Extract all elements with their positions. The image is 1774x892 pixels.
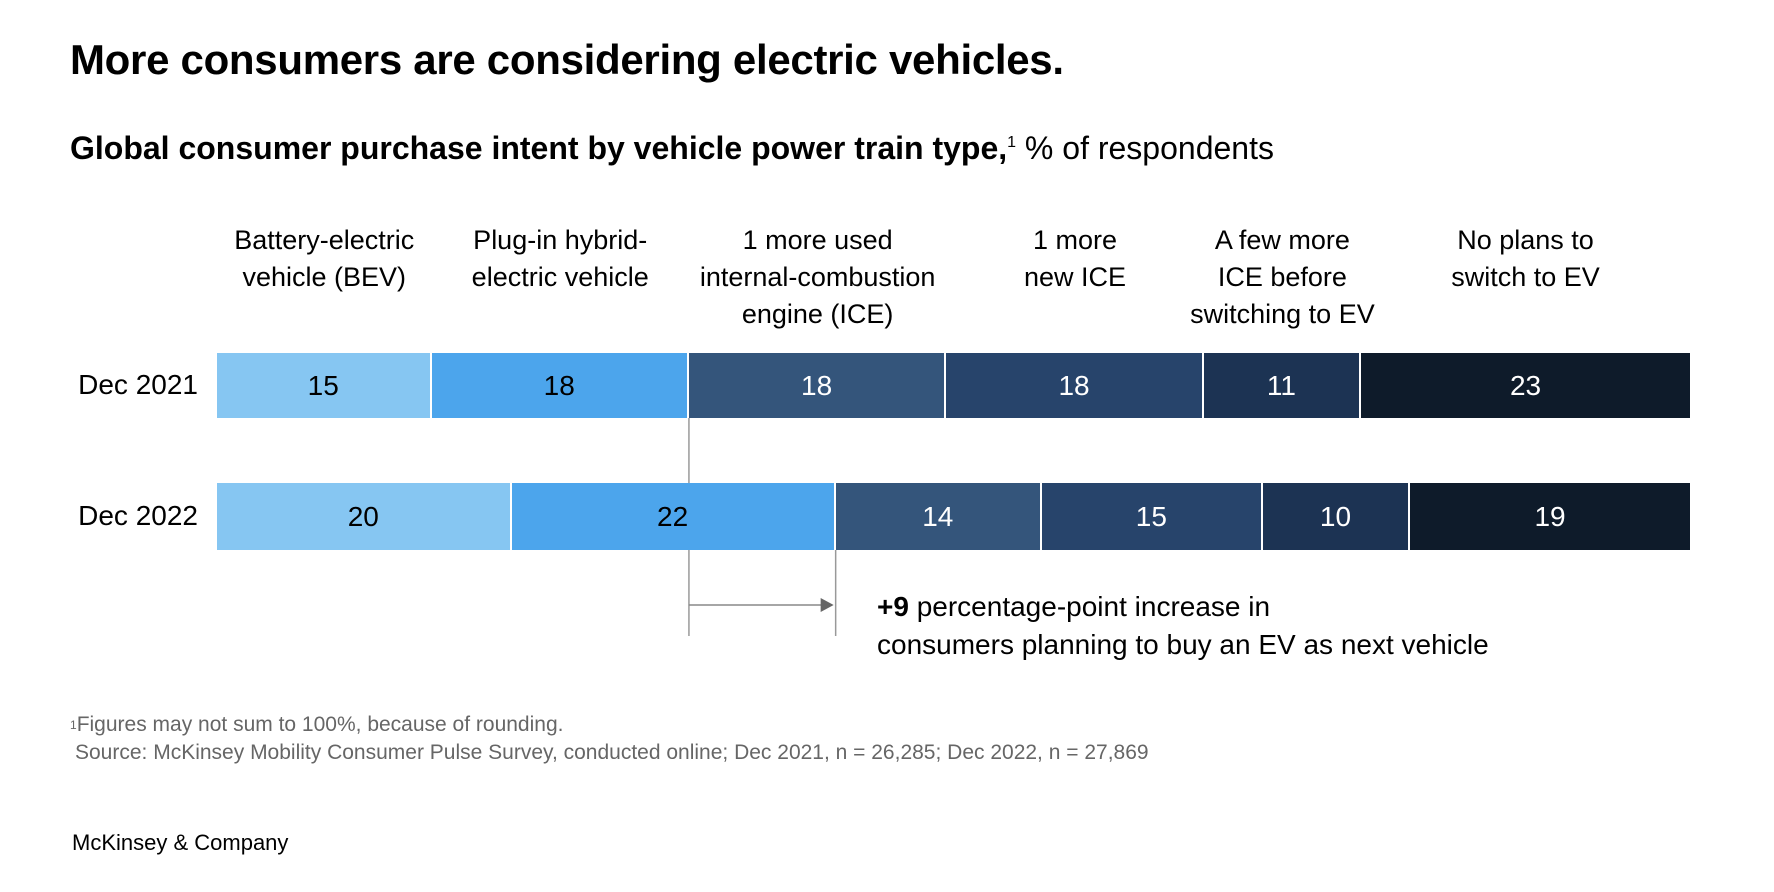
bar-segment: 22 xyxy=(511,483,836,550)
data-label: 18 xyxy=(1058,369,1090,401)
category-label-line: electric vehicle xyxy=(471,262,649,292)
brand-logo: McKinsey & Company xyxy=(72,830,289,855)
data-label: 14 xyxy=(922,500,954,532)
bar-segment: 20 xyxy=(217,483,512,550)
category-label-line: No plans to xyxy=(1457,225,1594,255)
data-label: 15 xyxy=(307,369,339,401)
data-label: 11 xyxy=(1266,369,1296,401)
category-label-line: new ICE xyxy=(1024,262,1127,292)
footnote-text: Figures may not sum to 100%, because of … xyxy=(76,713,564,736)
category-label-line: 1 more used xyxy=(742,225,893,255)
footnote-mark: 1 xyxy=(70,718,77,732)
category-label-line: vehicle (BEV) xyxy=(242,262,407,292)
bar-segment: 18 xyxy=(946,353,1204,418)
category-label: 1 more new ICE xyxy=(1024,222,1126,296)
category-label: Plug-in hybrid-electric vehicle xyxy=(472,222,649,296)
bar-segment: 18 xyxy=(688,353,947,418)
data-label: 18 xyxy=(801,369,833,401)
data-label: 18 xyxy=(543,369,575,401)
arrow-head-icon xyxy=(820,598,834,612)
bar-segment: 15 xyxy=(217,353,432,418)
bar-segment: 23 xyxy=(1361,353,1690,418)
annotation-line2: consumers planning to buy an EV as next … xyxy=(877,629,1489,660)
data-label: 10 xyxy=(1319,500,1352,532)
footnote-note: 1Figures may not sum to 100%, because of… xyxy=(70,711,1149,739)
annotation-value: +9 xyxy=(877,591,909,622)
annotation: +9 percentage-point increase in consumer… xyxy=(877,588,1489,664)
category-label: 1 more used internal-combustion engine (IC… xyxy=(700,222,936,333)
annotation-line1: percentage-point increase in xyxy=(908,591,1271,622)
row-label: Dec 2022 xyxy=(78,499,198,531)
bar-segment: 10 xyxy=(1262,483,1411,550)
data-label: 20 xyxy=(347,500,379,532)
data-label: 19 xyxy=(1534,500,1566,532)
category-label: A few more ICE before switching to EV xyxy=(1190,222,1375,333)
data-label: 23 xyxy=(1509,369,1542,401)
subtitle-bold: Global consumer purchase intent by vehic… xyxy=(70,130,1008,166)
category-label-line: switch to EV xyxy=(1451,262,1600,292)
chart-subtitle: Global consumer purchase intent by vehic… xyxy=(70,130,1274,167)
category-label: No plans to switch to EV xyxy=(1451,222,1600,296)
data-label: 22 xyxy=(657,500,689,532)
category-label-line: Battery-electric xyxy=(234,225,415,255)
bar-segment: 14 xyxy=(835,483,1042,550)
category-label-line: Plug-in hybrid- xyxy=(473,225,648,255)
category-label-line: engine (ICE) xyxy=(741,299,894,329)
bar-segment: 15 xyxy=(1041,483,1263,550)
row-label: Dec 2021 xyxy=(78,368,198,400)
subtitle-footnote-mark: 1 xyxy=(1007,134,1017,151)
subtitle-unit: % of respondents xyxy=(1024,130,1274,166)
category-label-line: switching to EV xyxy=(1190,299,1375,329)
category-label-line: A few more xyxy=(1214,225,1350,255)
footnotes: 1Figures may not sum to 100%, because of… xyxy=(70,711,1149,767)
category-label-line: internal-combustion xyxy=(699,262,936,292)
bar-segment: 18 xyxy=(431,353,689,418)
data-label: 15 xyxy=(1135,500,1167,532)
chart-title: More consumers are considering electric … xyxy=(70,36,1064,83)
footnote-source: Source: McKinsey Mobility Consumer Pulse… xyxy=(75,741,1149,764)
category-label-line: ICE before xyxy=(1217,262,1347,292)
category-label: Battery-electric vehicle (BEV) xyxy=(234,222,414,296)
bar-segment: 11 xyxy=(1203,353,1362,418)
bar-segment: 19 xyxy=(1410,483,1690,550)
category-label-line: 1 more xyxy=(1033,225,1118,255)
